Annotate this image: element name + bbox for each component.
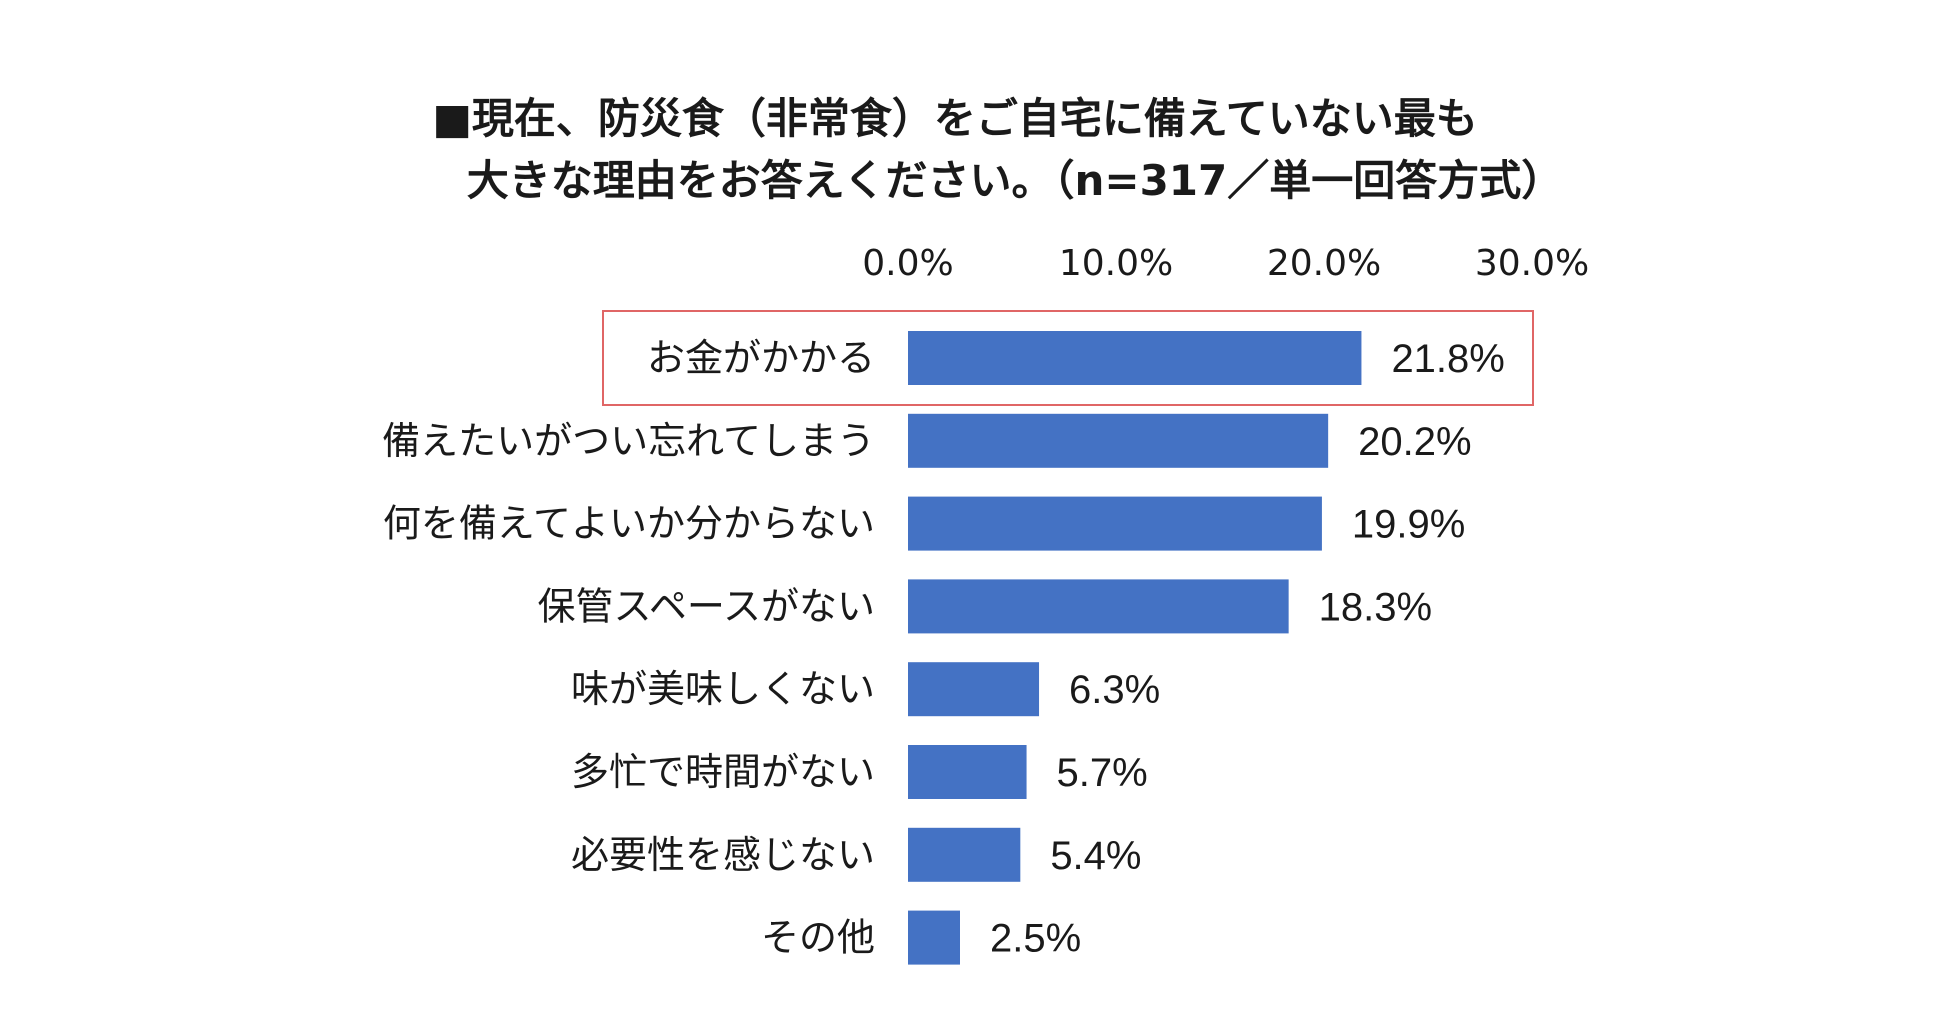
bar bbox=[908, 662, 1040, 717]
chart-title-line-1: ■現在、防災食（非常食）をご自宅に備えていない最も bbox=[432, 94, 1478, 143]
category-label: 備えたいがつい忘れてしまう bbox=[382, 419, 875, 463]
highlight-box bbox=[602, 310, 1534, 406]
value-label: 2.5% bbox=[990, 917, 1081, 961]
category-label: その他 bbox=[761, 916, 875, 960]
value-label: 19.9% bbox=[1352, 503, 1465, 547]
category-label: 必要性を感じない bbox=[571, 833, 875, 877]
x-tick-label: 0.0% bbox=[862, 243, 953, 284]
value-label: 21.8% bbox=[1391, 337, 1504, 381]
x-tick-label: 30.0% bbox=[1475, 243, 1589, 284]
chart-title: ■現在、防災食（非常食）をご自宅に備えていない最も 大きな理由をお答えください。… bbox=[0, 88, 1950, 212]
bar bbox=[908, 579, 1289, 634]
value-label: 5.7% bbox=[1057, 751, 1148, 795]
value-label: 5.4% bbox=[1050, 834, 1141, 878]
bar bbox=[908, 413, 1329, 468]
value-label: 20.2% bbox=[1358, 420, 1471, 464]
x-tick-label: 10.0% bbox=[1059, 243, 1173, 284]
value-label: 6.3% bbox=[1069, 668, 1160, 712]
x-tick-label: 20.0% bbox=[1267, 243, 1381, 284]
category-label: お金がかかる bbox=[647, 336, 875, 380]
bar bbox=[908, 745, 1027, 799]
bar bbox=[908, 331, 1362, 385]
category-label: 多忙で時間がない bbox=[571, 750, 875, 794]
bar bbox=[908, 496, 1322, 551]
category-label: 味が美味しくない bbox=[571, 667, 875, 711]
bar bbox=[908, 827, 1021, 882]
chart-title-line-2: 大きな理由をお答えください。（n=317／単一回答方式） bbox=[466, 156, 1564, 205]
category-label: 保管スペースがない bbox=[538, 584, 875, 628]
bar bbox=[908, 910, 960, 965]
value-label: 18.3% bbox=[1319, 585, 1432, 629]
category-label: 何を備えてよいか分からない bbox=[383, 502, 875, 546]
